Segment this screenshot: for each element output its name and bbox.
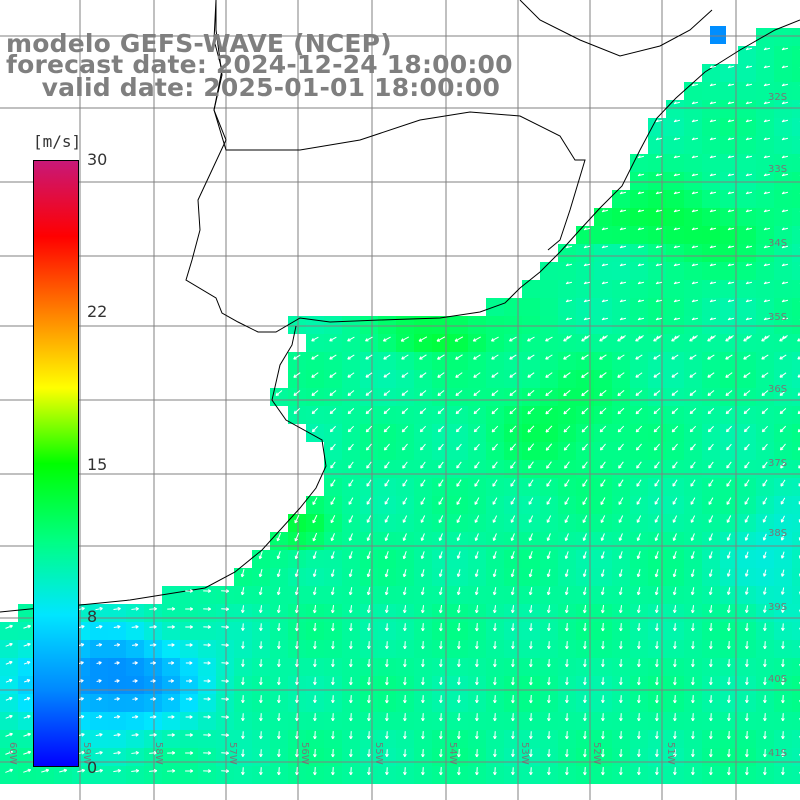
axis-labels: 32S 33S 34S 35S 36S 37S 38S 39S 40S 41S 60W 59W 58W 5… (7, 92, 787, 765)
coastline (0, 0, 800, 613)
lat-label: 32S (768, 92, 787, 103)
lon-label: 52W (591, 742, 602, 765)
lon-label: 54W (447, 742, 458, 765)
lon-label: 59W (81, 742, 92, 765)
lat-label: 40S (768, 674, 787, 685)
lon-label: 55W (373, 742, 384, 765)
colorbar-tick-22: 22 (87, 302, 108, 321)
lon-label: 56W (299, 742, 310, 765)
lat-label: 37S (768, 458, 787, 469)
lat-label: 39S (768, 602, 787, 613)
lat-label: 34S (768, 238, 787, 249)
valid-date: valid date: 2025-01-01 18:00:00 (6, 73, 501, 102)
colorbar-tick-30: 30 (87, 150, 108, 169)
lat-label: 35S (768, 312, 787, 323)
lon-label: 58W (153, 742, 164, 765)
colorbar-tick-15: 15 (87, 455, 108, 474)
lat-label: 33S (768, 164, 787, 175)
lon-label: 53W (519, 742, 530, 765)
forecast-date: forecast date: 2024-12-24 18:00:00 (6, 50, 513, 79)
wind-arrows (5, 47, 800, 776)
model-title: modelo GEFS-WAVE (NCEP) (6, 29, 392, 58)
colorbar-tick-8: 8 (87, 607, 98, 626)
colorbar (33, 160, 79, 767)
colorbar-tick-0: 0 (87, 758, 98, 777)
lat-label: 36S (768, 384, 787, 395)
lon-label: 51W (665, 742, 676, 765)
wind-speed-cells (0, 26, 800, 784)
lon-label: 60W (7, 742, 18, 765)
colorbar-unit: [m/s] (33, 132, 82, 151)
lat-label: 41S (768, 748, 787, 759)
lat-label: 38S (768, 528, 787, 539)
lon-label: 57W (227, 742, 238, 765)
